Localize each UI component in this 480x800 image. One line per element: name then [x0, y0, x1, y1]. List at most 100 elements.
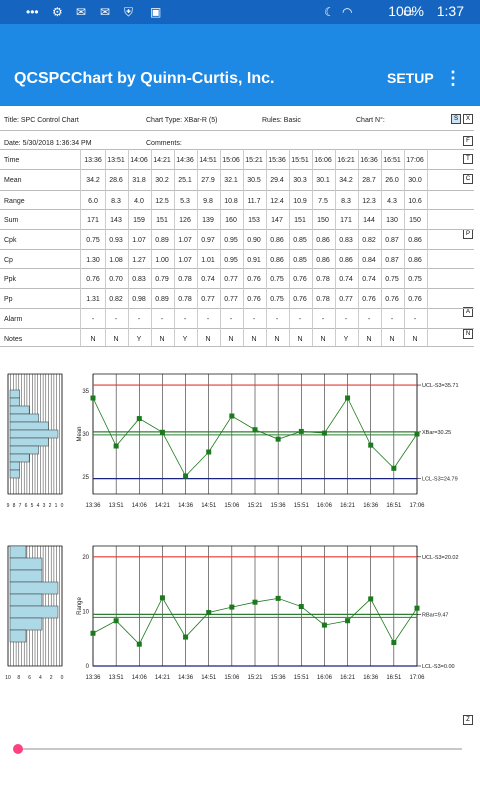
table-cell: N [228, 336, 234, 343]
table-cell: 0.74 [362, 276, 376, 283]
amazon-icon: ▣ [150, 5, 162, 19]
x-tick-label: 15:21 [247, 503, 263, 509]
a-button[interactable]: A [463, 307, 473, 317]
overflow-menu-icon[interactable]: ⋮ [444, 68, 462, 88]
table-cell: 1.01 [201, 257, 215, 264]
data-point [298, 604, 304, 610]
table-cell: 14:36 [176, 157, 194, 164]
table-cell: 0.89 [155, 237, 169, 244]
table-cell: 32.1 [224, 177, 238, 184]
center-label: XBar=30.25 [422, 430, 451, 436]
table-cell: 150 [317, 217, 329, 224]
table-cell: 126 [179, 217, 191, 224]
y-tick-label: 35 [82, 389, 89, 395]
y-tick-label: 20 [82, 555, 89, 561]
histogram-tick-label: 2 [50, 675, 53, 681]
x-button[interactable]: X [463, 114, 473, 124]
table-cell: 6.0 [88, 198, 98, 205]
table-cell: 12.3 [362, 198, 376, 205]
x-tick-label: 16:21 [340, 503, 356, 509]
table-cell: 0.95 [224, 237, 238, 244]
table-cell: - [367, 316, 371, 323]
table-cell: 0.77 [201, 296, 215, 303]
table-cell: 0.86 [270, 257, 284, 264]
x-tick-label: 14:21 [155, 675, 171, 681]
table-cell: 0.78 [178, 296, 192, 303]
table-cell: 13:51 [107, 157, 125, 164]
row-label: Alarm [4, 316, 23, 323]
column-divider [220, 149, 221, 346]
chart-type: Chart Type: XBar-R (5) [146, 117, 218, 124]
table-cell: 8.3 [341, 198, 351, 205]
histogram-bar [9, 405, 30, 415]
column-divider [358, 149, 359, 346]
column-divider [174, 149, 175, 346]
table-cell: 10.6 [408, 198, 422, 205]
table-cell: N [90, 336, 96, 343]
y-axis-label: Range [77, 597, 83, 615]
row-label: Ppk [4, 276, 17, 283]
table-cell: 10.9 [293, 198, 307, 205]
table-cell: 10.8 [224, 198, 238, 205]
column-divider [312, 149, 313, 346]
x-tick-label: 17:06 [409, 675, 425, 681]
table-cell: 160 [225, 217, 237, 224]
row-label: Sum [4, 217, 19, 224]
moon-icon: ☾ [324, 5, 335, 19]
table-cell: 17:06 [406, 157, 424, 164]
center-label: RBar=9.47 [422, 612, 448, 618]
c-button[interactable]: C [463, 174, 473, 184]
x-tick-label: 15:21 [247, 675, 263, 681]
table-cell: N [274, 336, 280, 343]
table-cell: 12.5 [155, 198, 169, 205]
table-cell: 0.76 [293, 276, 307, 283]
table-cell: 0.75 [86, 237, 100, 244]
table-cell: 1.07 [132, 237, 146, 244]
table-cell: 0.86 [408, 237, 422, 244]
table-cell: 171 [340, 217, 352, 224]
table-cell: 0.86 [408, 257, 422, 264]
table-cell: 0.85 [293, 237, 307, 244]
s-button[interactable]: S [451, 114, 461, 124]
table-cell: 29.4 [270, 177, 284, 184]
histogram-tick-label: 3 [43, 503, 46, 509]
x-tick-label: 14:51 [201, 675, 217, 681]
x-tick-label: 16:51 [386, 503, 402, 509]
column-divider [289, 149, 290, 346]
table-cell: 34.2 [86, 177, 100, 184]
table-cell: 14:06 [130, 157, 148, 164]
seek-bar[interactable] [16, 748, 462, 750]
table-cell: 1.27 [132, 257, 146, 264]
y-axis-label: Mean [77, 426, 83, 441]
column-divider [427, 149, 428, 346]
table-cell: 25.1 [178, 177, 192, 184]
histogram-bar [9, 545, 27, 559]
column-divider [128, 149, 129, 346]
n-button[interactable]: N [463, 329, 473, 339]
data-point [321, 430, 327, 436]
data-point [391, 465, 397, 471]
column-divider [266, 149, 267, 346]
setup-button[interactable]: SETUP [387, 70, 434, 86]
table-cell: 0.93 [109, 237, 123, 244]
x-tick-label: 15:06 [224, 503, 240, 509]
table-cell: 15:06 [222, 157, 240, 164]
data-point [368, 442, 374, 448]
table-cell: 0.75 [270, 276, 284, 283]
table-cell: 0.78 [178, 276, 192, 283]
table-cell: N [389, 336, 395, 343]
histogram-tick-label: 8 [17, 675, 20, 681]
x-tick-label: 13:36 [85, 503, 101, 509]
table-cell: - [206, 316, 210, 323]
table-cell: - [413, 316, 417, 323]
table-row: Cp 1.30 1.08 1.27 1.00 1.07 1.01 0.95 0.91 0.86 0.… [0, 249, 474, 268]
table-cell: 4.0 [134, 198, 144, 205]
table-cell: 30.3 [293, 177, 307, 184]
f-button[interactable]: F [463, 136, 473, 146]
table-cell: - [183, 316, 187, 323]
t-button[interactable]: T [463, 154, 473, 164]
x-tick-label: 15:51 [294, 503, 310, 509]
seek-thumb[interactable] [13, 744, 23, 754]
x-tick-label: 16:21 [340, 675, 356, 681]
z-button[interactable]: Z [463, 715, 473, 725]
